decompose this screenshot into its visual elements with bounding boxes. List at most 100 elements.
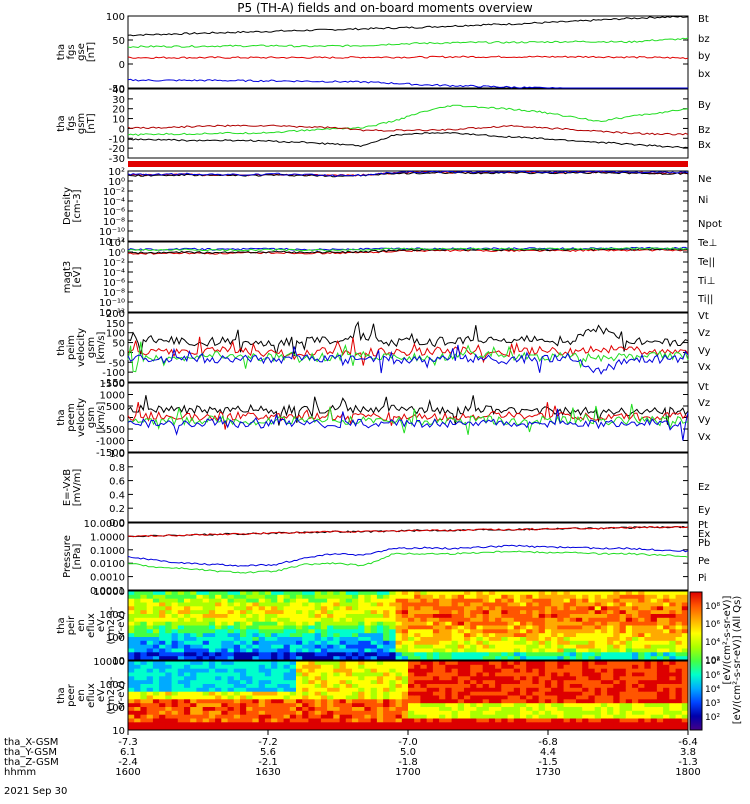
- heatmap-cell: [258, 606, 266, 611]
- heatmap-cell: [190, 640, 197, 646]
- heatmap-cell: [644, 695, 652, 700]
- heatmap-cell: [439, 676, 446, 681]
- heatmap-cell: [669, 648, 676, 653]
- heatmap-cell: [128, 699, 135, 704]
- heatmap-cell: [152, 648, 160, 653]
- panel-frame: [127, 522, 689, 591]
- heatmap-cell: [551, 591, 558, 596]
- heatmap-cell: [134, 640, 141, 646]
- heatmap-cell: [221, 656, 228, 661]
- heatmap-cell: [264, 640, 272, 646]
- heatmap-cell: [470, 598, 477, 603]
- heatmap-cell: [495, 648, 502, 653]
- heatmap-cell: [401, 703, 409, 708]
- heatmap-cell: [470, 703, 477, 708]
- series-line-Ti||: [127, 247, 689, 252]
- heatmap-cell: [345, 652, 353, 657]
- heatmap-cell: [389, 598, 396, 603]
- heatmap-cell: [501, 633, 508, 638]
- heatmap-cell: [600, 726, 608, 731]
- heatmap-cell: [408, 656, 415, 661]
- heatmap-cell: [675, 598, 683, 603]
- heatmap-cell: [271, 707, 278, 712]
- heatmap-cell: [619, 687, 627, 693]
- heatmap-cell: [632, 598, 639, 603]
- heatmap-cell: [159, 699, 166, 704]
- heatmap-cell: [557, 710, 564, 716]
- heatmap-cell: [246, 680, 253, 685]
- heatmap-cell: [128, 707, 135, 712]
- heatmap-cell: [632, 633, 639, 638]
- heatmap-cell: [607, 672, 614, 677]
- heatmap-cell: [128, 617, 135, 623]
- heatmap-cell: [283, 664, 291, 670]
- heatmap-cell: [364, 625, 372, 630]
- heatmap-cell: [395, 707, 403, 712]
- heatmap-cell: [464, 652, 471, 657]
- heatmap-cell: [569, 656, 577, 661]
- heatmap-cell: [638, 703, 645, 708]
- heatmap-cell: [569, 695, 577, 700]
- heatmap-cell: [576, 672, 583, 677]
- heatmap-cell: [283, 676, 291, 681]
- heatmap-cell: [669, 617, 676, 623]
- heatmap-cell: [526, 695, 533, 700]
- heatmap-cell: [656, 644, 664, 649]
- legend-entry: Npot: [698, 219, 722, 230]
- heatmap-cell: [283, 656, 291, 661]
- heatmap-cell: [675, 699, 683, 704]
- heatmap-cell: [364, 594, 372, 600]
- x-axis-row-label: tha_X-GSM: [4, 737, 58, 748]
- heatmap-cell: [663, 644, 670, 649]
- heatmap-cell: [420, 652, 428, 657]
- legend-entry: Vt: [698, 382, 709, 393]
- heatmap-cell: [669, 687, 676, 693]
- heatmap-cell: [569, 726, 577, 731]
- heatmap-cell: [451, 614, 459, 619]
- heatmap-cell: [619, 637, 627, 642]
- heatmap-cell: [476, 640, 484, 646]
- heatmap-cell: [669, 668, 676, 673]
- heatmap-cell: [221, 687, 228, 693]
- heatmap-cell: [196, 625, 204, 630]
- heatmap-cell: [339, 598, 347, 603]
- heatmap-cell: [389, 691, 396, 696]
- heatmap-cell: [134, 621, 141, 626]
- x-axis-row-label: tha_Z-GSM: [4, 757, 59, 768]
- heatmap-cell: [594, 676, 602, 681]
- heatmap-cell: [134, 687, 141, 693]
- heatmap-cell: [264, 602, 272, 607]
- heatmap-cell: [588, 617, 596, 623]
- heatmap-cell: [650, 610, 658, 615]
- heatmap-cell: [476, 594, 484, 600]
- heatmap-cell: [376, 687, 384, 693]
- heatmap-cell: [408, 726, 415, 731]
- heatmap-cell: [140, 606, 148, 611]
- heatmap-cell: [177, 676, 185, 681]
- heatmap-cell: [439, 680, 446, 685]
- heatmap-cell: [171, 637, 179, 642]
- heatmap-cell: [600, 684, 608, 689]
- heatmap-cell: [246, 699, 253, 704]
- heatmap-cell: [513, 637, 521, 642]
- heatmap-cell: [190, 656, 197, 661]
- heatmap-cell: [383, 614, 390, 619]
- heatmap-cell: [414, 672, 421, 677]
- heatmap-cell: [339, 676, 347, 681]
- heatmap-cell: [264, 687, 272, 693]
- heatmap-cell: [221, 625, 228, 630]
- heatmap-cell: [607, 637, 614, 642]
- heatmap-cell: [252, 625, 260, 630]
- heatmap-cell: [227, 617, 235, 623]
- heatmap-cell: [333, 633, 340, 638]
- y-axis-label: peim: [66, 335, 77, 360]
- heatmap-cell: [252, 629, 260, 634]
- heatmap-cell: [339, 594, 347, 600]
- heatmap-cell: [358, 598, 365, 603]
- heatmap-cell: [544, 644, 552, 649]
- heatmap-cell: [345, 640, 353, 646]
- heatmap-cell: [526, 640, 533, 646]
- heatmap-cell: [333, 617, 340, 623]
- heatmap-cell: [588, 668, 596, 673]
- heatmap-cell: [569, 714, 577, 719]
